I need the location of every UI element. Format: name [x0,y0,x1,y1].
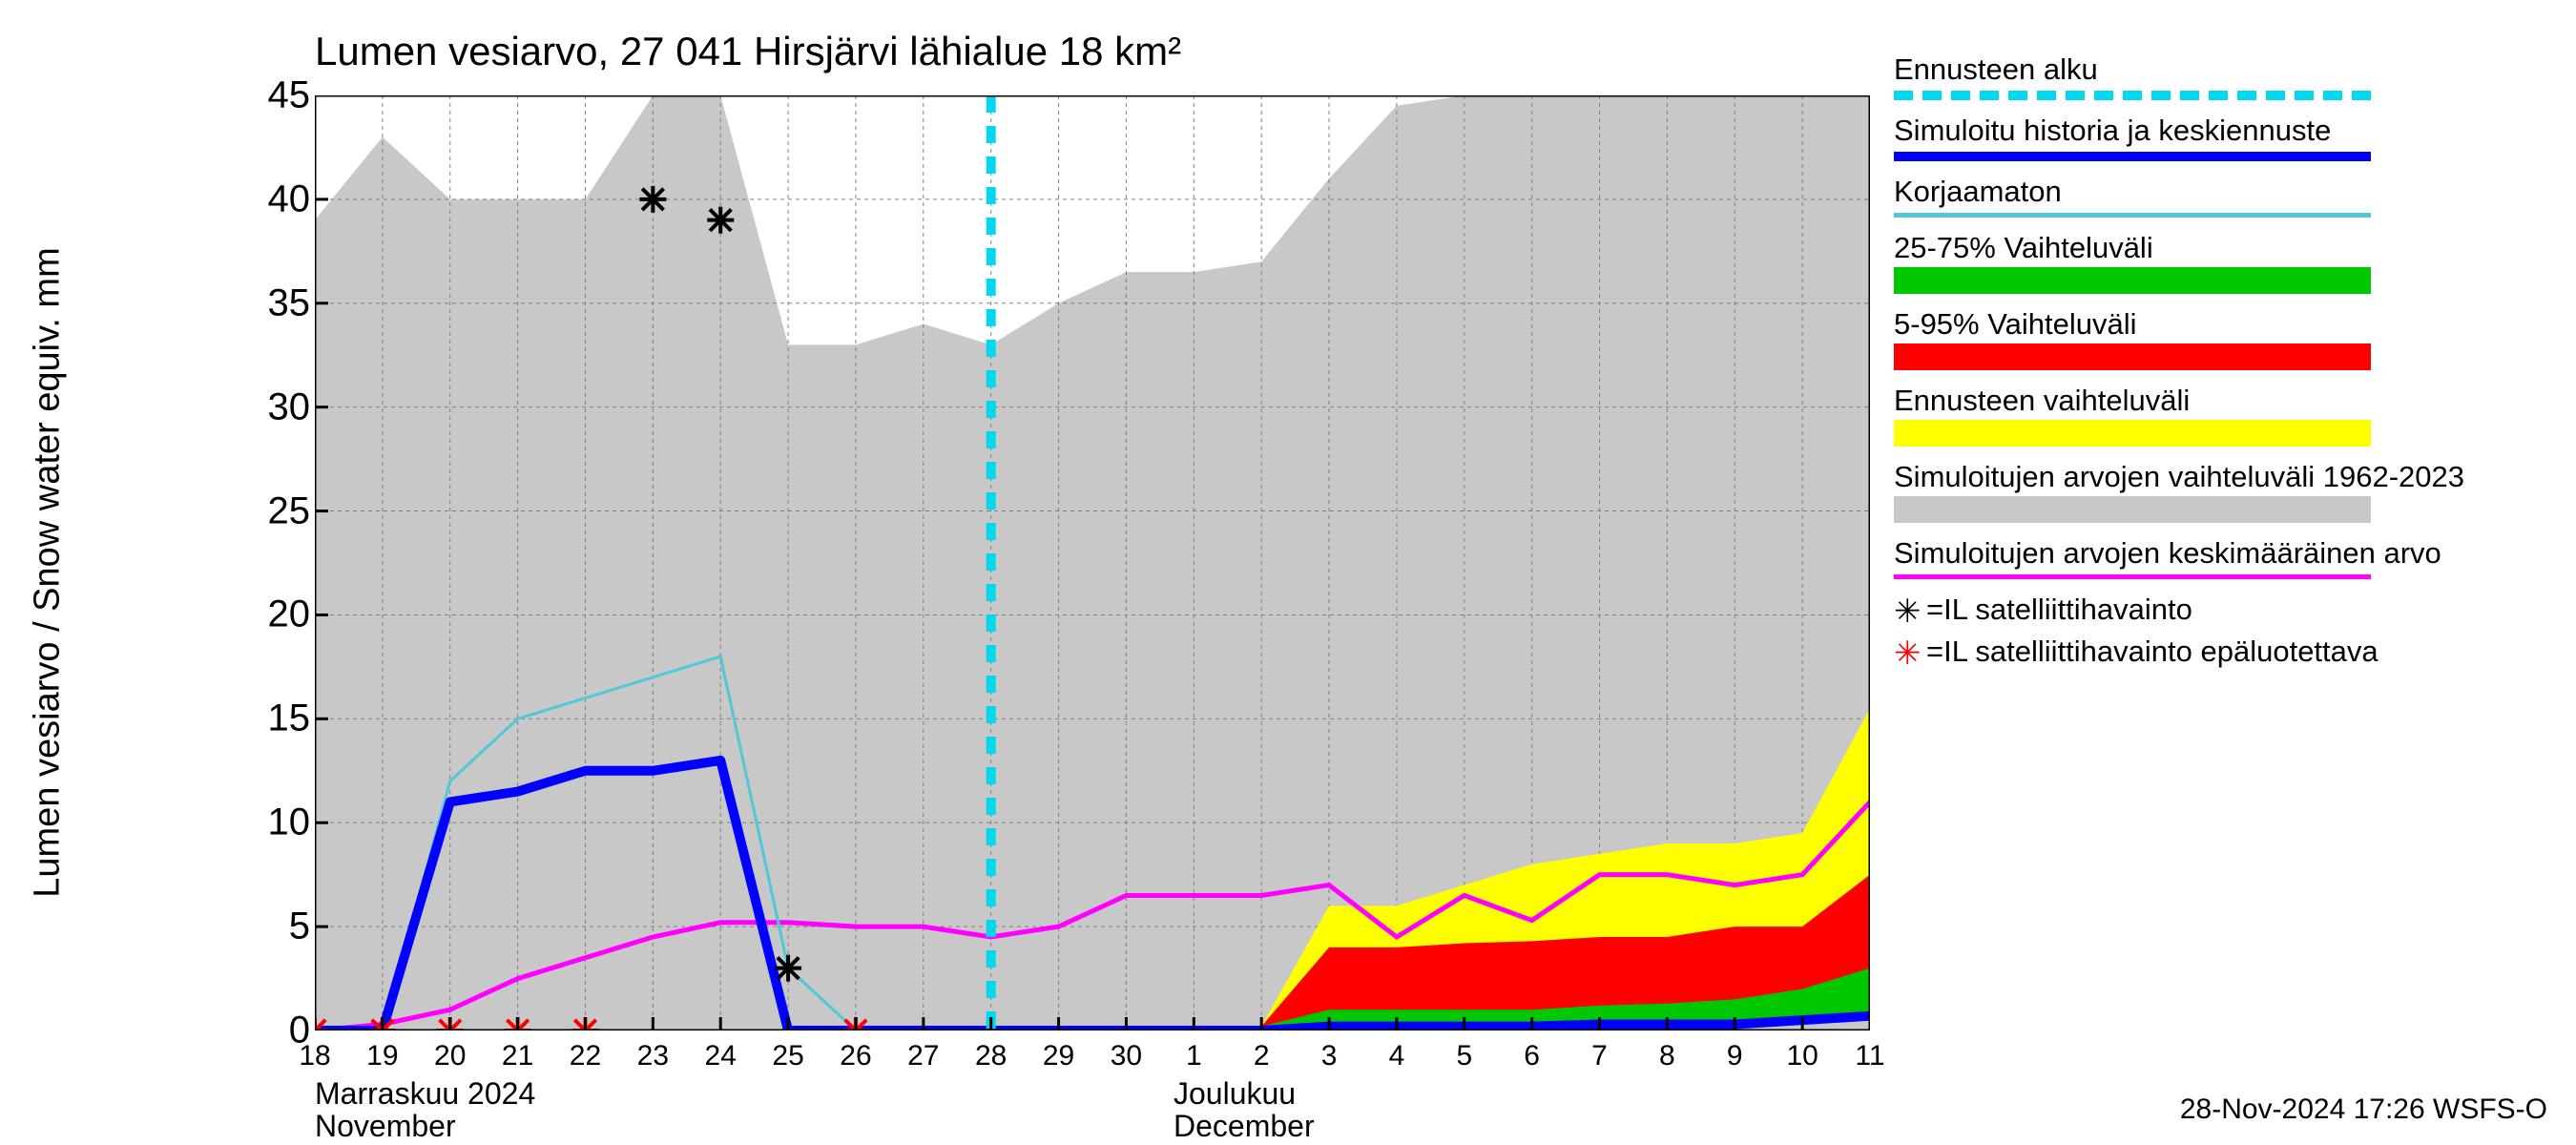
x-tick-label: 19 [366,1040,398,1072]
y-tick-label: 40 [224,177,310,220]
x-tick-label: 8 [1659,1040,1675,1072]
legend-swatch [1894,496,2371,523]
legend-item: Simuloitujen arvojen vaihteluväli 1962-2… [1894,460,2552,523]
timestamp-label: 28-Nov-2024 17:26 WSFS-O [2180,1093,2547,1126]
legend-item: ✳=IL satelliittihavainto [1894,593,2552,631]
chart-title: Lumen vesiarvo, 27 041 Hirsjärvi lähialu… [315,29,1181,74]
legend-label: Korjaamaton [1894,175,2552,209]
legend-swatch [1894,213,2371,218]
x-tick-label: 22 [570,1040,601,1072]
x-tick-label: 24 [705,1040,737,1072]
x-tick-label: 1 [1186,1040,1202,1072]
y-tick-label: 0 [224,1010,310,1052]
legend-item: Simuloitujen arvojen keskimääräinen arvo [1894,536,2552,579]
legend-label: Simuloitu historia ja keskiennuste [1894,114,2552,148]
legend-item: Simuloitu historia ja keskiennuste [1894,114,2552,161]
legend-swatch [1894,574,2371,579]
x-tick-label: 4 [1389,1040,1405,1072]
legend-item: ✳=IL satelliittihavainto epäluotettava [1894,635,2552,673]
month-label-dec-en: December [1174,1109,1315,1144]
x-tick-label: 21 [502,1040,533,1072]
y-tick-label: 45 [224,74,310,117]
x-tick-label: 18 [299,1040,330,1072]
y-tick-label: 5 [224,906,310,948]
x-tick-label: 25 [772,1040,803,1072]
y-tick-label: 10 [224,802,310,844]
legend-item: Korjaamaton [1894,175,2552,218]
chart-plot-area [315,95,1870,1030]
x-tick-label: 10 [1786,1040,1818,1072]
legend-item: 5-95% Vaihteluväli [1894,307,2552,370]
legend-item: Ennusteen vaihteluväli [1894,384,2552,447]
x-tick-label: 6 [1524,1040,1540,1072]
month-label-nov-fi: Marraskuu 2024 [315,1076,535,1112]
legend-item: Ennusteen alku [1894,52,2552,100]
month-label-dec-fi: Joulukuu [1174,1076,1296,1112]
x-tick-label: 30 [1111,1040,1142,1072]
legend-label: 5-95% Vaihteluväli [1894,307,2552,342]
legend-swatch [1894,152,2371,161]
legend-marker-icon: ✳ [1894,593,1926,631]
y-tick-label: 15 [224,697,310,740]
y-axis-label: Lumen vesiarvo / Snow water equiv. mm [28,247,69,897]
legend-label: 25-75% Vaihteluväli [1894,231,2552,265]
legend-label: Simuloitujen arvojen vaihteluväli 1962-2… [1894,460,2552,494]
y-tick-label: 25 [224,489,310,532]
x-tick-label: 11 [1855,1040,1884,1072]
x-ticks: 181920212223242526272829301234567891011 [315,1040,1870,1078]
x-tick-label: 7 [1591,1040,1608,1072]
legend-swatch [1894,91,2371,100]
y-tick-label: 35 [224,281,310,324]
legend-swatch [1894,420,2371,447]
x-tick-label: 28 [975,1040,1007,1072]
x-tick-label: 3 [1321,1040,1338,1072]
x-tick-label: 23 [637,1040,669,1072]
x-tick-label: 20 [434,1040,466,1072]
x-tick-label: 2 [1254,1040,1270,1072]
legend-label: Ennusteen vaihteluväli [1894,384,2552,418]
y-ticks: 051015202530354045 [224,95,310,1030]
x-tick-label: 5 [1456,1040,1472,1072]
legend-label: =IL satelliittihavainto [1926,593,2192,626]
legend-item: 25-75% Vaihteluväli [1894,231,2552,294]
x-tick-label: 29 [1043,1040,1074,1072]
month-label-nov-en: November [315,1109,456,1144]
legend: Ennusteen alku Simuloitu historia ja kesk… [1894,52,2552,677]
x-tick-label: 27 [907,1040,939,1072]
x-tick-label: 9 [1727,1040,1743,1072]
legend-label: =IL satelliittihavainto epäluotettava [1926,635,2379,668]
legend-label: Simuloitujen arvojen keskimääräinen arvo [1894,536,2552,571]
x-tick-label: 26 [840,1040,871,1072]
y-tick-label: 30 [224,385,310,428]
legend-marker-icon: ✳ [1894,635,1926,673]
y-tick-label: 20 [224,593,310,636]
legend-swatch [1894,267,2371,294]
legend-label: Ennusteen alku [1894,52,2552,87]
legend-swatch [1894,344,2371,370]
